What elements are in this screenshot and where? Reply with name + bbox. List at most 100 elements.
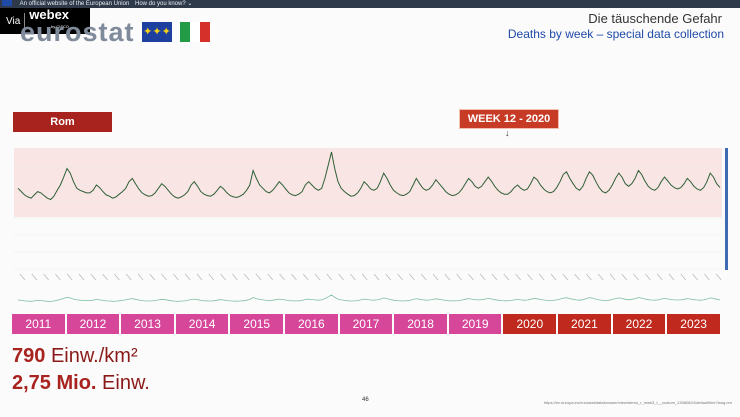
webex-brand-text: webex [29, 7, 70, 22]
weekly-deaths-line [17, 151, 721, 201]
density-value: 790 [12, 345, 46, 367]
x-tick-label [184, 273, 191, 281]
divider [24, 13, 26, 29]
x-tick-label [538, 273, 545, 281]
year-cell-2021: 2021 [558, 314, 611, 334]
city-label: Rom [13, 112, 112, 132]
x-tick-label [173, 273, 179, 281]
source-url[interactable]: https://ec.europa.eu/eurostat/databrowse… [543, 400, 732, 405]
x-tick-label [574, 273, 580, 281]
x-tick-label [432, 273, 439, 281]
x-tick-label [397, 273, 403, 281]
year-cell-2012: 2012 [66, 314, 120, 334]
x-tick-label [361, 273, 368, 281]
x-tick-label [656, 273, 663, 281]
x-tick-label [444, 273, 451, 281]
x-tick-label [373, 273, 380, 281]
x-tick-label [621, 273, 628, 281]
x-tick-label [102, 273, 108, 281]
chart-scroll-indicator [725, 148, 728, 270]
x-tick-label [609, 273, 616, 281]
eu-flag-mini-icon [2, 0, 12, 7]
browser-notice-bar: An official website of the European Unio… [0, 0, 740, 8]
via-label: Via [6, 15, 21, 27]
density-unit: Einw./km² [50, 345, 138, 367]
x-tick-label [704, 273, 710, 281]
overview-line [17, 294, 721, 302]
year-cell-2015: 2015 [230, 314, 284, 334]
x-tick-label [385, 273, 392, 281]
year-cell-2013: 2013 [121, 314, 174, 334]
x-tick-label [208, 273, 215, 281]
population-density: 790 Einw./km² [12, 345, 138, 368]
x-tick-label [550, 273, 557, 281]
x-tick-label [515, 273, 521, 281]
x-tick-label [692, 273, 698, 281]
x-tick-label [243, 273, 250, 281]
x-tick-label [503, 273, 510, 281]
x-tick-label [680, 273, 687, 281]
x-tick-label [31, 273, 38, 281]
eurostat-logo: eurostat [20, 17, 135, 47]
x-tick-label [586, 273, 592, 281]
eu-flag-icon: ✦✦✦ [142, 22, 172, 42]
x-tick-label [267, 273, 274, 281]
x-tick-label [55, 273, 61, 281]
x-tick-label [715, 273, 722, 281]
webex-logo: webex by CISCO [29, 7, 70, 33]
x-tick-label [668, 273, 675, 281]
x-tick-label [255, 273, 262, 281]
x-tick-label [409, 273, 415, 281]
week-arrow-icon: ↓ [505, 128, 510, 138]
x-tick-label [43, 273, 49, 281]
x-tick-label [326, 273, 333, 281]
week-marker-label: WEEK 12 - 2020 [459, 109, 559, 129]
population-value: 2,75 Mio. [12, 372, 97, 394]
webex-sub-text: by CISCO [51, 24, 70, 29]
slide-title: Die täuschende Gefahr [588, 11, 722, 26]
year-cell-2020: 2020 [503, 314, 557, 334]
x-tick-label [66, 273, 73, 281]
year-cell-2022: 2022 [612, 314, 666, 334]
x-tick-label [196, 273, 203, 281]
x-tick-label [562, 273, 569, 281]
x-tick-label [125, 273, 132, 281]
population-unit: Einw. [102, 372, 150, 394]
x-tick-label [302, 273, 309, 281]
x-tick-label [338, 273, 344, 281]
x-tick-label [137, 273, 144, 281]
official-eu-notice: An official website of the European Unio… [19, 1, 130, 7]
x-tick-label [420, 273, 427, 281]
year-cell-2014: 2014 [175, 314, 229, 334]
webex-overlay: Via webex by CISCO [0, 8, 90, 34]
x-tick-label [114, 273, 120, 281]
population-total: 2,75 Mio. Einw. [12, 372, 150, 395]
year-cell-2016: 2016 [285, 314, 338, 334]
year-cell-2017: 2017 [339, 314, 393, 334]
slide-subtitle: Deaths by week – special data collection [507, 27, 724, 41]
year-cell-2011: 2011 [12, 314, 65, 334]
italy-flag-icon [180, 22, 210, 42]
x-tick-label [19, 273, 26, 281]
x-tick-label [633, 273, 639, 281]
x-tick-label [291, 273, 297, 281]
x-tick-label [479, 273, 486, 281]
chart-band [14, 148, 722, 217]
x-tick-label [279, 273, 285, 281]
how-do-you-know-link[interactable]: How do you know? ⌄ [134, 1, 193, 7]
x-tick-label [90, 273, 97, 281]
x-tick-label [161, 273, 167, 281]
x-tick-label [232, 273, 238, 281]
x-tick-label [456, 273, 462, 281]
x-tick-label [491, 273, 498, 281]
x-tick-label [78, 273, 85, 281]
x-tick-label [350, 273, 356, 281]
year-strip: 2011 2012 2013 2014 2015 2016 2017 2018 2019 2020… [12, 314, 722, 334]
x-tick-label [314, 273, 321, 281]
year-cell-2019: 2019 [448, 314, 502, 334]
page-number: 46 [362, 397, 369, 403]
year-cell-2018: 2018 [394, 314, 447, 334]
x-tick-label [468, 273, 474, 281]
year-cell-2023: 2023 [667, 314, 720, 334]
